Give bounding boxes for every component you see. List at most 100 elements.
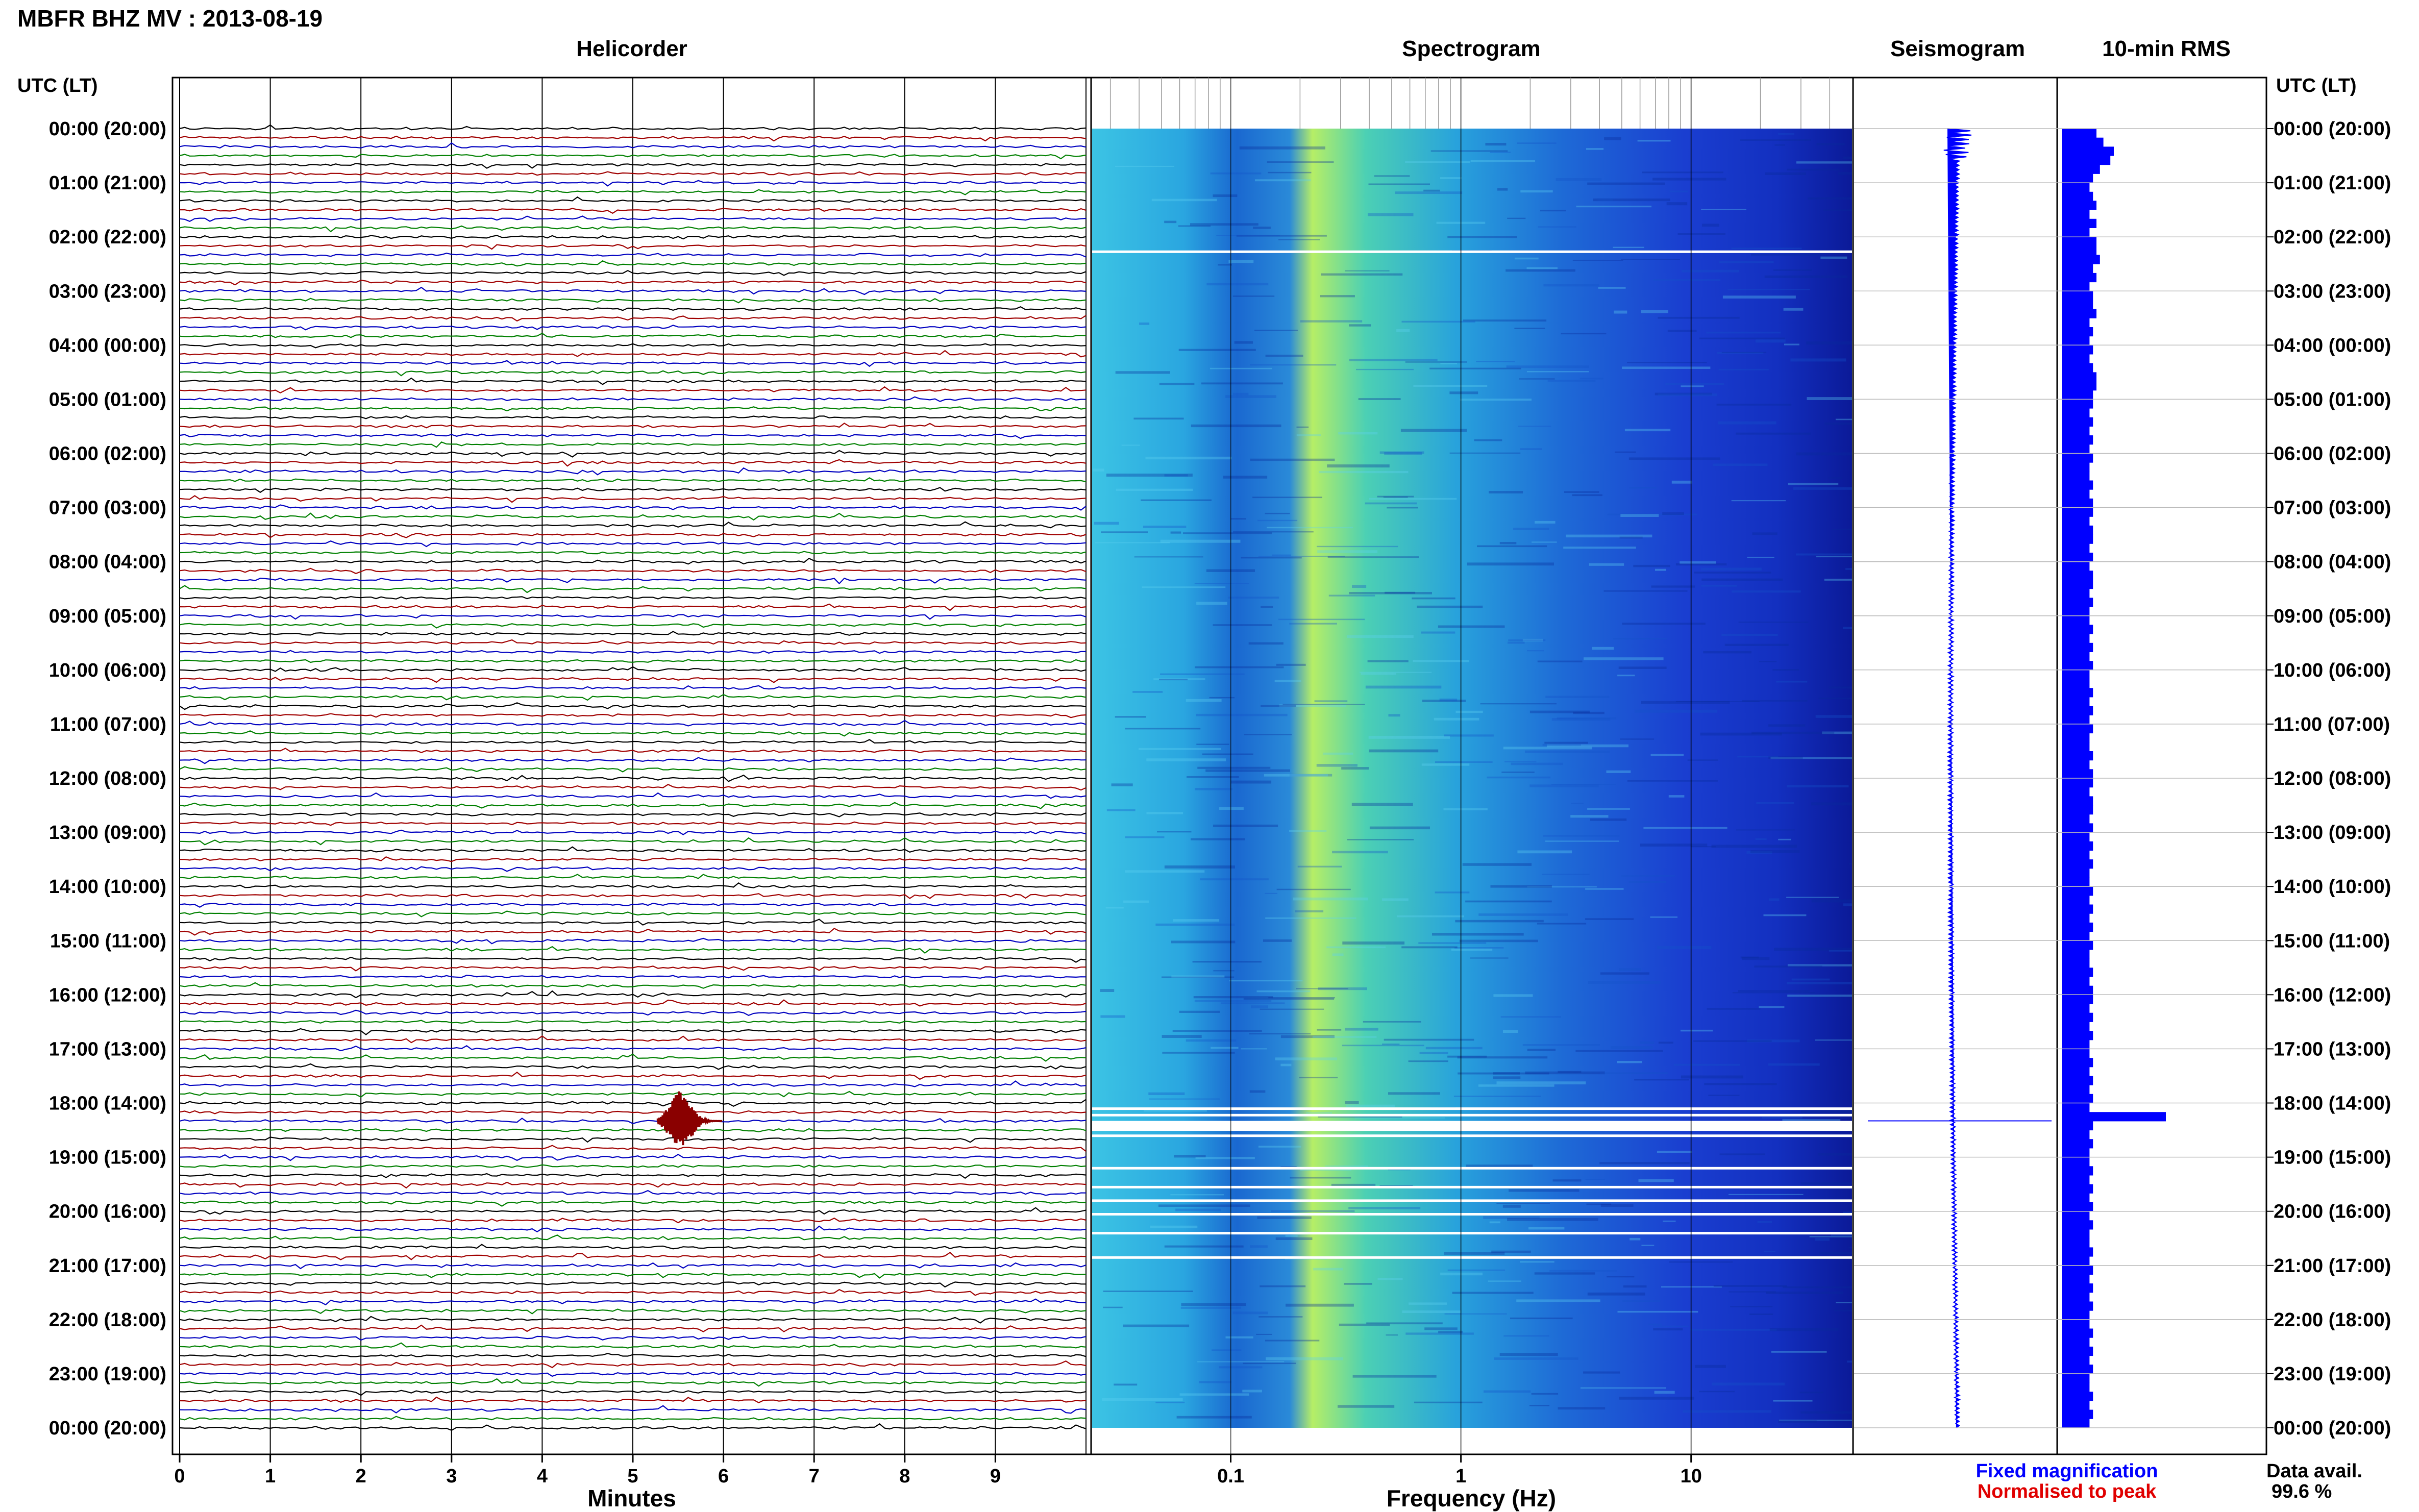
spectrogram-streak bbox=[1106, 809, 1136, 811]
helicorder-trace bbox=[179, 893, 1087, 899]
rms-bar bbox=[2062, 1328, 2093, 1338]
spectrogram-streak bbox=[1654, 1391, 1675, 1394]
spectrogram-streak bbox=[1525, 750, 1610, 753]
helicorder-trace bbox=[179, 1063, 1087, 1070]
helicorder-trace bbox=[179, 1045, 1087, 1052]
spectrogram-streak bbox=[1160, 673, 1245, 675]
spectrogram-streak bbox=[1511, 762, 1563, 765]
rms-panel bbox=[2056, 77, 2267, 1455]
spectrogram-streak bbox=[1571, 803, 1584, 804]
rms-bar bbox=[2062, 1382, 2090, 1392]
spectrogram-streak bbox=[1543, 835, 1620, 837]
spectrogram-streak bbox=[1737, 756, 1779, 758]
spectrogram-streak bbox=[1094, 522, 1119, 525]
rms-bar bbox=[2062, 922, 2093, 932]
spectrogram-streak bbox=[1619, 536, 1643, 539]
spectrogram-streak bbox=[1516, 1299, 1600, 1302]
spectrogram-streak bbox=[1232, 1311, 1268, 1315]
spectrogram-streak bbox=[1368, 213, 1414, 216]
spectrogram-streak bbox=[1650, 916, 1677, 918]
helicorder-tick-label: 5 bbox=[627, 1466, 638, 1487]
spectrogram-streak bbox=[1176, 1416, 1252, 1419]
time-label-left: 14:00 (10:00) bbox=[49, 876, 166, 898]
spectrogram-streak bbox=[1181, 1303, 1246, 1306]
helicorder-trace bbox=[179, 757, 1087, 764]
spectrogram-gap bbox=[1092, 1185, 1852, 1188]
spectrogram-streak bbox=[1628, 881, 1666, 883]
spectrogram-streak bbox=[1701, 209, 1746, 210]
spectrogram-streak bbox=[1457, 1056, 1548, 1059]
spectrogram-tick-label: 10 bbox=[1681, 1466, 1702, 1487]
spectrogram-streak bbox=[1228, 597, 1279, 599]
spectrogram-streak bbox=[1754, 965, 1822, 968]
spectrogram-streak bbox=[1360, 672, 1432, 673]
helicorder-trace bbox=[179, 659, 1087, 663]
spectrogram-streak bbox=[1438, 1330, 1463, 1333]
spectrogram-streak bbox=[1100, 1015, 1125, 1018]
rms-bar bbox=[2062, 1229, 2090, 1239]
rms-bar bbox=[2062, 381, 2096, 391]
spectrogram-streak bbox=[1627, 780, 1718, 782]
spectrogram-streak bbox=[1787, 982, 1852, 984]
helicorder-minute-gridlines bbox=[179, 78, 1087, 1454]
spectrogram-streak bbox=[1256, 990, 1311, 993]
spectrogram-streak bbox=[1296, 988, 1348, 989]
spectrogram-streak bbox=[1377, 495, 1414, 498]
spectrogram-streak bbox=[1713, 1285, 1787, 1287]
spectrogram-streak bbox=[1438, 625, 1505, 628]
spectrogram-streak bbox=[1210, 367, 1272, 369]
spectrogram-streak bbox=[1459, 939, 1538, 943]
spectrogram-streak bbox=[1257, 1216, 1312, 1219]
spectrogram-streak bbox=[1666, 202, 1688, 206]
time-label-right: 13:00 (09:00) bbox=[2274, 822, 2391, 844]
spectrogram-streak bbox=[1258, 1316, 1303, 1318]
rms-bar bbox=[2062, 164, 2100, 174]
spectrogram-streak bbox=[1232, 392, 1249, 395]
helicorder-trace bbox=[179, 1244, 1087, 1250]
spectrogram-streak bbox=[1563, 547, 1636, 549]
helicorder-trace bbox=[179, 540, 1087, 548]
spectrogram-streak bbox=[1513, 528, 1549, 530]
spectrogram-streak bbox=[1186, 1039, 1237, 1042]
spectrogram-streak bbox=[1102, 1398, 1183, 1401]
rms-bar bbox=[2062, 390, 2093, 400]
rms-bar bbox=[2062, 661, 2093, 671]
spectrogram-streak bbox=[1718, 421, 1776, 425]
spectrogram-streak bbox=[1243, 998, 1335, 1000]
spectrogram-streak bbox=[1225, 1336, 1253, 1339]
spectrogram-streak bbox=[1799, 1392, 1824, 1394]
rms-bar bbox=[2062, 760, 2090, 770]
rms-bar bbox=[2062, 995, 2093, 1004]
spectrogram-streak bbox=[1455, 710, 1483, 713]
spectrogram-streak bbox=[1164, 220, 1177, 224]
spectrogram-streak bbox=[1219, 807, 1244, 810]
time-label-left: 03:00 (23:00) bbox=[49, 281, 166, 302]
spectrogram-streak bbox=[1484, 1390, 1531, 1393]
spectrogram-streak bbox=[1352, 585, 1367, 588]
spectrogram-streak bbox=[1453, 1096, 1541, 1097]
spectrogram-streak bbox=[1381, 898, 1409, 901]
rms-bar bbox=[2062, 1283, 2093, 1293]
rms-bar bbox=[2062, 859, 2093, 869]
rms-bar bbox=[2062, 1419, 2090, 1428]
spectrogram-streak bbox=[1531, 1393, 1559, 1395]
helicorder-trace bbox=[179, 1053, 1087, 1062]
spectrogram-streak bbox=[1164, 865, 1235, 869]
spectrogram-streak bbox=[1197, 1361, 1285, 1362]
spectrogram-streak bbox=[1276, 663, 1306, 666]
spectrogram-streak bbox=[1657, 1151, 1692, 1153]
spectrogram-streak bbox=[1458, 1072, 1549, 1075]
spectrogram-streak bbox=[1547, 380, 1596, 382]
spectrogram-streak bbox=[1501, 772, 1535, 773]
time-labels-left: 00:00 (20:00) 01:00 (21:00) 02:00 (22:00) 0… bbox=[49, 118, 166, 1439]
spectrogram-streak bbox=[1740, 956, 1759, 959]
spectrogram-streak bbox=[1451, 948, 1493, 951]
rms-bar bbox=[2062, 129, 2096, 138]
helicorder-trace bbox=[179, 1189, 1087, 1196]
spectrogram-streak bbox=[1768, 898, 1780, 901]
helicorder-event-burst bbox=[656, 1091, 723, 1146]
spectrogram-streak bbox=[1250, 458, 1335, 461]
rms-bar bbox=[2062, 318, 2090, 328]
rms-bar bbox=[2062, 245, 2096, 255]
spectrogram-tick-label: 1 bbox=[1455, 1466, 1466, 1487]
